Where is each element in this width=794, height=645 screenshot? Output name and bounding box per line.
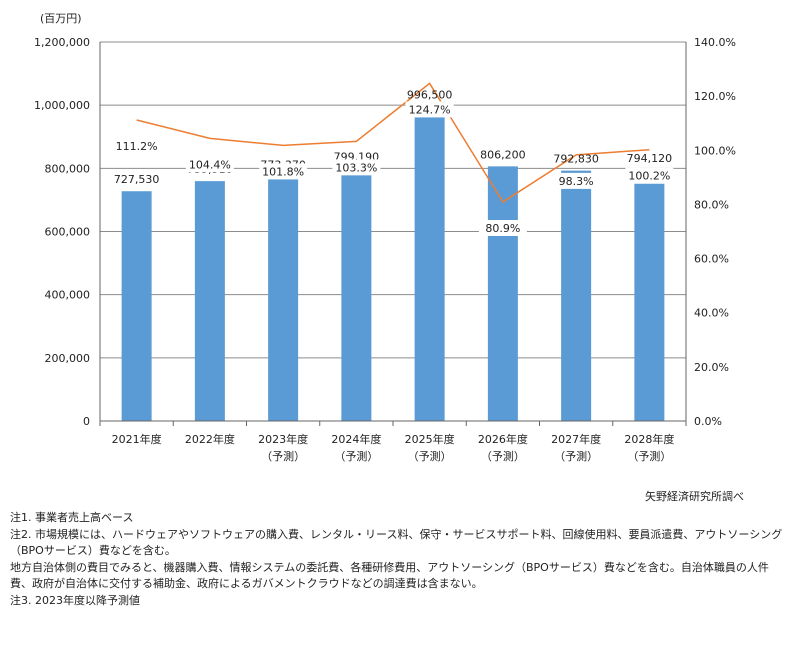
x-tick-label: 2027年度	[551, 432, 601, 446]
x-tick-label: （予測）	[554, 449, 598, 463]
y-left-tick-label: 400,000	[45, 289, 91, 302]
rate-value-label: 80.9%	[485, 222, 520, 235]
rate-value-label: 124.7%	[409, 103, 451, 116]
y-left-tick-label: 1,000,000	[34, 99, 90, 112]
x-tick-label: （予測）	[334, 449, 378, 463]
growth-rate-line	[136, 82, 650, 204]
y-right-tick-label: 100.0%	[694, 144, 736, 157]
y-right-tick-label: 80.0%	[694, 198, 729, 211]
note-2-continued: 地方自治体側の費目でみると、機器購入費、情報システムの委託費、各種研修費用、アウ…	[10, 560, 769, 591]
bar	[634, 170, 665, 421]
y-right-tick-label: 40.0%	[694, 307, 729, 320]
bar	[561, 170, 592, 421]
bar-value-label: 792,830	[553, 153, 599, 166]
x-tick-label: （予測）	[261, 449, 305, 463]
y-left-tick-label: 1,200,000	[34, 36, 90, 49]
y-right-tick-label: 120.0%	[694, 90, 736, 103]
rate-label-background	[112, 137, 161, 154]
x-tick-label: 2028年度	[624, 432, 674, 446]
rate-value-label: 98.3%	[559, 175, 594, 188]
y-right-tick-label: 60.0%	[694, 253, 729, 266]
bar	[268, 176, 299, 421]
x-tick-label: （予測）	[408, 449, 452, 463]
note-3: 注3. 2023年度以降予測値	[10, 593, 140, 607]
x-tick-label: （予測）	[627, 449, 671, 463]
x-tick-label: 2022年度	[185, 432, 235, 446]
rate-value-label: 100.2%	[628, 170, 670, 183]
unit-label: (百万円)	[40, 12, 82, 25]
x-tick-label: 2021年度	[112, 432, 162, 446]
x-tick-label: 2024年度	[331, 432, 381, 446]
note-2: 注2. 市場規模には、ハードウェアやソフトウェアの購入費、レンタル・リース料、保…	[10, 527, 783, 558]
rate-value-label: 101.8%	[262, 165, 304, 178]
bar-value-label: 806,200	[480, 148, 526, 161]
bar	[121, 191, 152, 421]
rate-value-label: 111.2%	[116, 140, 158, 153]
rate-label-background	[552, 172, 601, 189]
bar-value-label: 794,120	[627, 152, 673, 165]
x-tick-label: 2025年度	[405, 432, 455, 446]
rate-label-background	[259, 163, 308, 180]
x-tick-label: （予測）	[481, 449, 525, 463]
x-tick-label: 2023年度	[258, 432, 308, 446]
rate-label-background	[405, 101, 454, 118]
bar	[487, 166, 518, 421]
bar-value-label: 727,530	[114, 173, 160, 186]
bar	[414, 106, 445, 421]
rate-label-background	[185, 156, 234, 173]
notes: 注1. 事業者売上高ベース 注2. 市場規模には、ハードウェアやソフトウェアの購…	[10, 510, 785, 609]
y-left-tick-label: 0	[83, 415, 90, 428]
rate-value-label: 103.3%	[335, 161, 377, 174]
bar	[194, 181, 225, 421]
y-left-tick-label: 600,000	[45, 226, 91, 239]
rate-label-background	[478, 219, 527, 236]
y-left-tick-label: 800,000	[45, 162, 91, 175]
x-tick-label: 2026年度	[478, 432, 528, 446]
source-note: 矢野経済研究所調べ	[645, 490, 744, 503]
bar-value-label: 996,500	[407, 88, 453, 101]
chart: (百万円) 727,530759,510773,370799,190996,50…	[34, 12, 736, 463]
rate-label-background	[332, 159, 381, 176]
note-1: 注1. 事業者売上高ベース	[10, 511, 134, 524]
rate-label-background	[625, 167, 674, 184]
y-right-tick-label: 0.0%	[694, 415, 722, 428]
y-right-tick-label: 140.0%	[694, 36, 736, 49]
rate-value-label: 104.4%	[189, 158, 231, 171]
y-left-tick-label: 200,000	[45, 352, 91, 365]
y-right-tick-label: 20.0%	[694, 361, 729, 374]
bar	[341, 168, 372, 421]
